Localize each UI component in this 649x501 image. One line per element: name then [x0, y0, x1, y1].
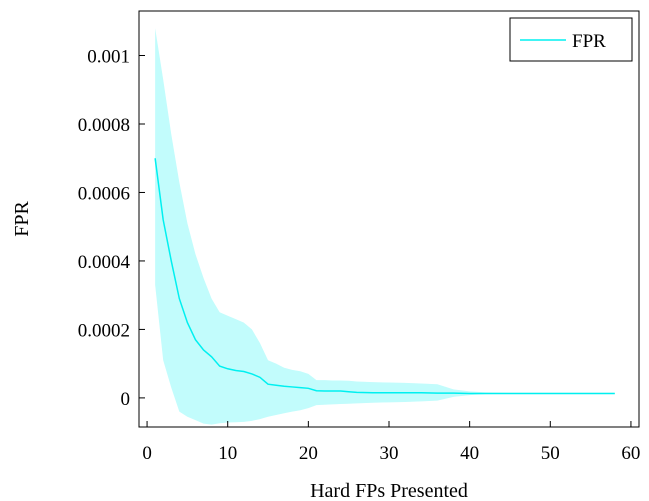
x-tick-label: 30: [380, 443, 399, 464]
x-tick-label: 20: [299, 443, 318, 464]
x-axis-label: Hard FPs Presented: [310, 480, 468, 501]
y-tick-label: 0.0008: [78, 115, 130, 136]
y-tick-label: 0: [121, 389, 131, 410]
y-tick-label: 0.0002: [78, 320, 130, 341]
legend: FPR: [509, 17, 633, 62]
x-axis: 0 10 20 30 40 50 60: [142, 421, 640, 464]
y-tick-label: 0.001: [87, 47, 130, 68]
x-tick-label: 60: [621, 443, 640, 464]
y-axis-label: FPR: [11, 201, 33, 237]
x-tick-label: 0: [142, 443, 152, 464]
legend-label-fpr: FPR: [572, 31, 606, 52]
x-tick-label: 10: [218, 443, 237, 464]
plot-area: [154, 28, 615, 425]
confidence-band-fpr: [155, 28, 615, 425]
x-tick-label: 50: [541, 443, 560, 464]
y-axis: 0 0.0002 0.0004 0.0006 0.0008 0.001: [78, 47, 145, 410]
y-tick-label: 0.0006: [78, 183, 130, 204]
series-line-fpr: [154, 158, 615, 395]
y-tick-label: 0.0004: [78, 252, 131, 273]
x-tick-label: 40: [460, 443, 479, 464]
